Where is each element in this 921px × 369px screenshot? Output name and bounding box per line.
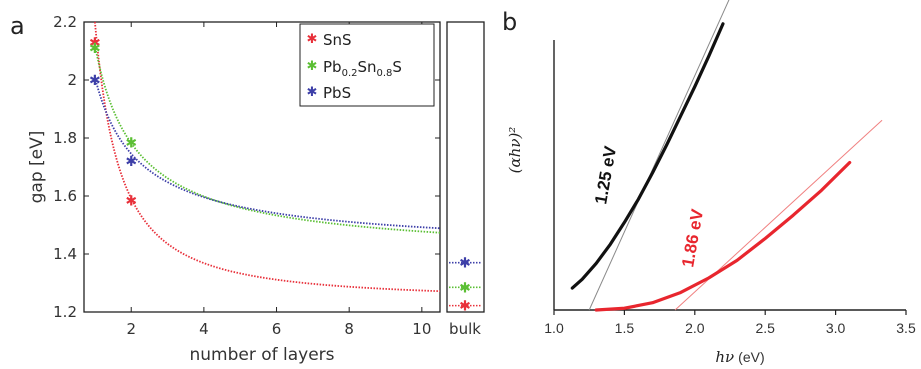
data-point-pb0-2sn0-8s: ✱ bbox=[89, 41, 101, 57]
legend-label-pbs: PbS bbox=[323, 84, 351, 102]
data-point-pbs: ✱ bbox=[89, 73, 101, 89]
annotation-1-86-ev: 1.86 eV bbox=[678, 207, 707, 269]
tangent-line-1-25-ev bbox=[588, 0, 730, 311]
legend-label-sn: Sn bbox=[357, 58, 376, 76]
panel-a-ytick-label: 1.6 bbox=[53, 187, 77, 205]
panel-a-xtick-label: 4 bbox=[199, 320, 209, 338]
panel-label-b: b bbox=[502, 8, 517, 36]
legend-label-sns: SnS bbox=[323, 31, 352, 49]
fit-curve-sns bbox=[94, 21, 441, 293]
panel-a-xtick-label: 8 bbox=[344, 320, 354, 338]
panel-a-xlabel: number of layers bbox=[189, 345, 334, 365]
annotation-1-25-ev: 1.25 eV bbox=[591, 144, 620, 206]
panel-b-xlabel-unit: (eV) bbox=[738, 349, 764, 365]
panel-b-xtick-label: 3.0 bbox=[826, 320, 846, 336]
panel-a-ytick-label: 2.2 bbox=[53, 13, 77, 31]
data-point-pb0-2sn0-8s: ✱ bbox=[125, 135, 137, 151]
panel-a-legend: ✱ SnS ✱ Pb0.2Sn0.8S ✱ PbS bbox=[299, 23, 435, 107]
data-point-sns: ✱ bbox=[125, 193, 137, 209]
panel-a-bulk-tick: bulk bbox=[449, 320, 481, 338]
legend-label-pb: Pb bbox=[323, 58, 342, 76]
panel-b-xlabel-var: hν bbox=[715, 348, 734, 366]
bulk-point-pbs: ✱ bbox=[459, 256, 471, 272]
panel-a-xtick-label: 10 bbox=[412, 320, 431, 338]
legend-label-sn-sub: 0.8 bbox=[377, 68, 393, 79]
absorption-curve-1-86-ev bbox=[594, 160, 852, 312]
legend-marker-pbs: ✱ bbox=[307, 85, 318, 100]
bulk-point-pb0-2sn0-8s: ✱ bbox=[459, 280, 471, 296]
panel-a-ytick-label: 1.4 bbox=[53, 245, 77, 263]
panel-b-xtick-label: 2.5 bbox=[755, 320, 775, 336]
panel-a-ytick-label: 1.2 bbox=[53, 303, 77, 321]
panel-label-a: a bbox=[10, 12, 25, 40]
panel-a-plot-frame bbox=[83, 21, 441, 313]
absorption-curve-1-25-ev bbox=[570, 22, 725, 290]
data-point-pbs: ✱ bbox=[125, 154, 137, 170]
fit-curve-pbs bbox=[94, 76, 441, 230]
panel-a-bulk-frame bbox=[446, 21, 485, 313]
panel-b-xtick-label: 1.5 bbox=[615, 320, 635, 336]
legend-label-pb-sub: 0.2 bbox=[342, 68, 358, 79]
fit-curve-pb0-2sn0-8s bbox=[94, 45, 441, 234]
panel-a-xtick-label: 6 bbox=[272, 320, 282, 338]
legend-label-s: S bbox=[392, 58, 402, 76]
panel-b-xtick-label: 1.0 bbox=[544, 320, 564, 336]
panel-b-xtick-label: 3.5 bbox=[896, 320, 916, 336]
panel-b-xtick-label: 2.0 bbox=[685, 320, 705, 336]
panel-b-ylabel: (αhν)² bbox=[506, 127, 524, 174]
data-point-sns: ✱ bbox=[89, 35, 101, 51]
legend-marker-pbsns: ✱ bbox=[307, 59, 318, 74]
panel-a-xtick-label: 2 bbox=[126, 320, 136, 338]
legend-marker-sns: ✱ bbox=[307, 32, 318, 47]
bulk-point-sns: ✱ bbox=[459, 299, 471, 315]
panel-a-ylabel: gap [eV] bbox=[27, 131, 47, 204]
panel-b-xlabel: hν (eV) bbox=[715, 348, 764, 366]
panel-a-ytick-label: 2 bbox=[67, 71, 77, 89]
legend-label-pbsns: Pb0.2Sn0.8S bbox=[323, 58, 402, 79]
panel-a-ytick-label: 1.8 bbox=[53, 129, 77, 147]
